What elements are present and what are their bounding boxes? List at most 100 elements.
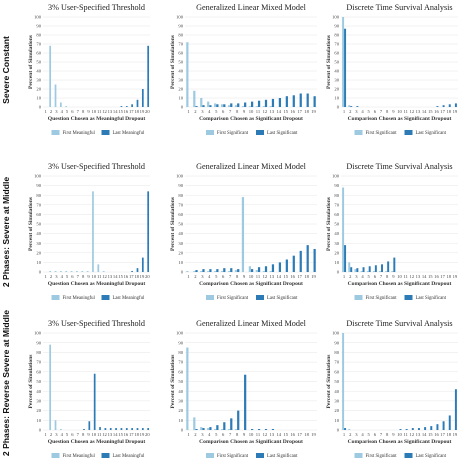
x-tick-label: 9 [87, 432, 90, 437]
x-tick-label: 19 [311, 432, 316, 437]
y-tick-label: 30 [334, 78, 339, 83]
y-tick-label: 50 [334, 379, 339, 384]
x-tick-label: 7 [229, 432, 232, 437]
bar-last [104, 428, 107, 430]
x-tick-label: 14 [276, 432, 281, 437]
x-tick-label: 9 [243, 109, 246, 114]
y-tick-label: 90 [334, 340, 339, 345]
bar-last [244, 374, 247, 430]
x-axis-label: Comparison Chosen as Significant Dropout [199, 439, 303, 445]
row-label: 2 Phases: Reverse Severe at Middle [1, 310, 11, 456]
legend-label: First Significant [217, 296, 249, 301]
legend-label: Last Meaningful [113, 131, 146, 136]
bar-last [264, 429, 268, 430]
chart-title: Generalized Linear Mixed Model [196, 162, 307, 171]
x-tick-label: 5 [215, 274, 218, 279]
bar-last [125, 428, 128, 430]
x-tick-label: 2 [50, 274, 53, 279]
x-tick-label: 15 [428, 274, 433, 279]
x-tick-label: 12 [263, 432, 268, 437]
bar-first [366, 271, 369, 272]
y-tick-label: 0 [181, 428, 184, 433]
x-tick-label: 12 [102, 109, 107, 114]
x-axis-label: Comparison Chosen as Significant Dropout [199, 116, 303, 122]
x-tick-label: 4 [208, 432, 211, 437]
bar-first [193, 90, 196, 107]
legend-swatch [206, 295, 214, 300]
bar-last [209, 269, 212, 272]
x-tick-label: 10 [397, 109, 402, 114]
bar-first [207, 271, 210, 272]
bar-last [454, 103, 457, 107]
x-tick-label: 11 [403, 274, 408, 279]
x-tick-label: 18 [304, 274, 309, 279]
x-tick-label: 16 [290, 432, 295, 437]
bar-first [262, 106, 265, 107]
bar-first [234, 270, 238, 272]
bar-first [360, 271, 363, 272]
bar-first [342, 17, 345, 107]
y-axis-label: Percent of Simulations [326, 196, 332, 251]
chart-title: Generalized Linear Mixed Model [196, 319, 307, 328]
legend-label: Last Meaningful [113, 296, 146, 301]
y-tick-label: 90 [36, 183, 41, 188]
x-tick-label: 15 [283, 432, 288, 437]
y-tick-label: 80 [334, 33, 339, 38]
bar-last [131, 428, 133, 430]
bar-last [195, 270, 198, 272]
x-tick-label: 5 [215, 109, 218, 114]
bar-first [262, 271, 265, 272]
y-tick-label: 40 [36, 389, 41, 394]
x-tick-label: 17 [129, 432, 134, 437]
y-tick-label: 20 [36, 408, 41, 413]
y-tick-label: 30 [334, 399, 339, 404]
y-tick-label: 70 [36, 202, 41, 207]
legend-swatch [354, 130, 363, 135]
x-tick-label: 9 [392, 274, 395, 279]
y-tick-label: 0 [39, 105, 42, 110]
bar-last [374, 265, 377, 272]
bar-first [207, 101, 210, 107]
x-tick-label: 18 [134, 109, 139, 114]
bar-first [60, 271, 62, 272]
bar-first [348, 429, 351, 430]
bar-last [344, 245, 347, 272]
y-tick-label: 60 [178, 369, 183, 374]
bar-last [216, 269, 219, 272]
x-tick-label: 2 [194, 274, 197, 279]
x-tick-label: 6 [222, 432, 225, 437]
x-tick-label: 5 [66, 274, 69, 279]
bar-first [379, 271, 382, 272]
y-tick-label: 80 [36, 350, 41, 355]
bar-first [54, 271, 57, 272]
y-tick-label: 90 [178, 340, 183, 345]
bar-first [186, 42, 189, 108]
legend-swatch [206, 453, 214, 458]
x-tick-label: 7 [380, 274, 383, 279]
x-tick-label: 11 [97, 109, 102, 114]
x-tick-label: 10 [397, 274, 402, 279]
bar-last [202, 428, 205, 430]
x-tick-label: 12 [410, 432, 415, 437]
x-tick-label: 2 [194, 109, 197, 114]
chart-panel: Discrete Time Survival Analysis 0 10 20 30 40… [326, 319, 458, 459]
y-tick-label: 70 [334, 202, 339, 207]
x-axis-label: Comparison Chosen as Significant Dropout [348, 116, 452, 122]
x-tick-label: 12 [410, 274, 415, 279]
x-tick-label: 8 [82, 274, 85, 279]
bar-last [306, 93, 309, 107]
bar-first [200, 98, 203, 107]
y-tick-label: 0 [337, 105, 340, 110]
x-tick-label: 5 [66, 432, 69, 437]
bar-last [393, 257, 396, 272]
x-tick-label: 11 [403, 432, 408, 437]
x-tick-label: 6 [71, 274, 74, 279]
x-tick-label: 16 [124, 109, 129, 114]
x-tick-label: 18 [304, 109, 309, 114]
bar-first [241, 106, 245, 107]
y-tick-label: 70 [178, 360, 183, 365]
x-tick-label: 14 [113, 109, 118, 114]
y-tick-label: 0 [337, 270, 340, 275]
bar-last [313, 248, 316, 272]
bar-last [350, 267, 353, 272]
